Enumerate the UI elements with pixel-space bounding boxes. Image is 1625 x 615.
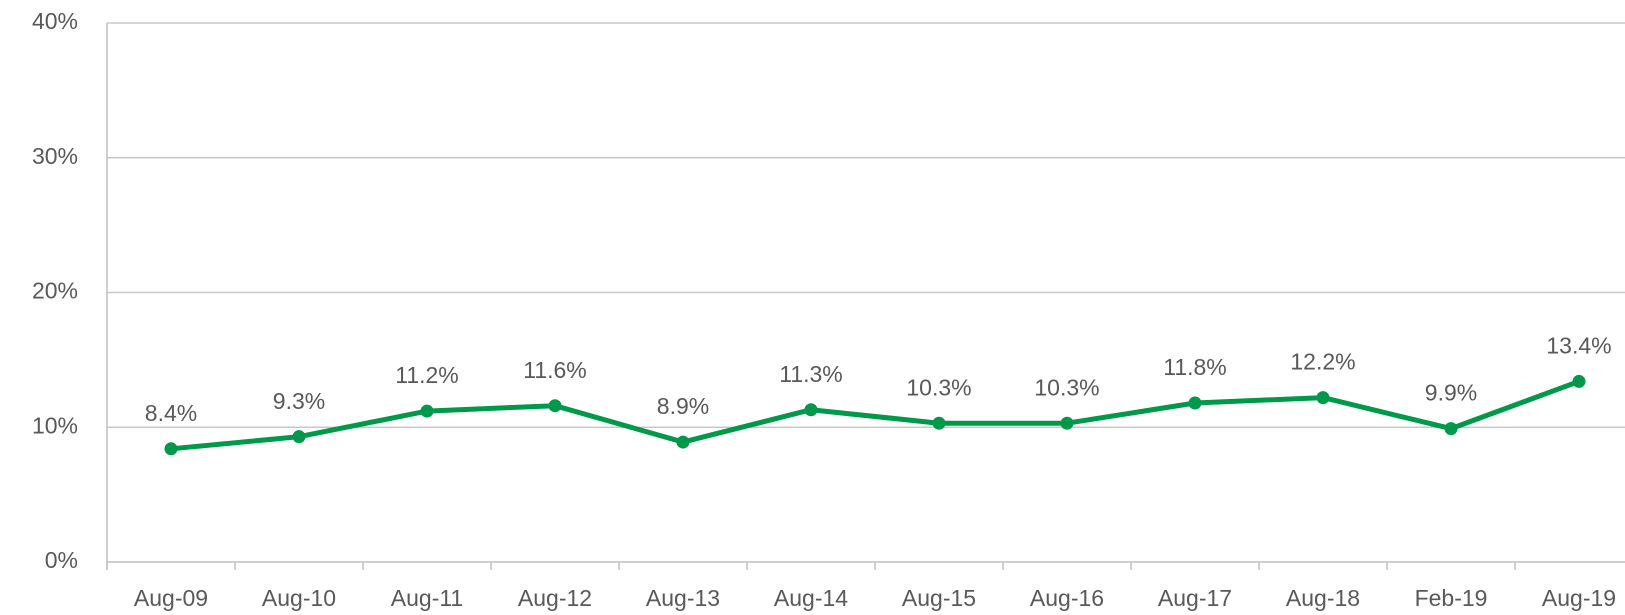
data-label: 12.2% bbox=[1290, 349, 1355, 375]
x-tick-label: Aug-16 bbox=[1030, 585, 1104, 611]
data-point bbox=[804, 403, 818, 417]
data-point bbox=[1316, 391, 1330, 405]
data-label: 9.3% bbox=[273, 388, 325, 414]
data-label: 11.3% bbox=[779, 361, 843, 387]
y-tick-label: 30% bbox=[32, 143, 78, 169]
data-label: 8.4% bbox=[145, 400, 197, 426]
data-point bbox=[676, 435, 690, 449]
data-point bbox=[1572, 374, 1586, 388]
data-label: 11.2% bbox=[395, 362, 459, 388]
x-tick-label: Aug-15 bbox=[902, 585, 976, 611]
data-point bbox=[1444, 422, 1458, 436]
x-tick-label: Aug-09 bbox=[134, 585, 208, 611]
data-point bbox=[1188, 396, 1202, 410]
y-tick-label: 20% bbox=[32, 278, 78, 304]
x-tick-label: Aug-18 bbox=[1286, 585, 1360, 611]
data-label: 8.9% bbox=[657, 393, 709, 419]
data-label: 10.3% bbox=[1034, 374, 1099, 400]
x-tick-label: Aug-19 bbox=[1542, 585, 1616, 611]
data-label: 11.6% bbox=[523, 357, 587, 383]
y-tick-label: 40% bbox=[32, 8, 78, 34]
x-tick-label: Feb-19 bbox=[1415, 585, 1488, 611]
x-tick-label: Aug-14 bbox=[774, 585, 848, 611]
data-label: 13.4% bbox=[1546, 333, 1611, 359]
x-tick-label: Aug-17 bbox=[1158, 585, 1232, 611]
x-tick-label: Aug-13 bbox=[646, 585, 720, 611]
data-point bbox=[1060, 416, 1074, 430]
data-point bbox=[932, 416, 946, 430]
data-point bbox=[420, 404, 434, 418]
data-point bbox=[164, 442, 178, 456]
data-label: 9.9% bbox=[1425, 380, 1477, 406]
x-tick-label: Aug-11 bbox=[391, 585, 463, 611]
x-tick-label: Aug-12 bbox=[518, 585, 592, 611]
data-point bbox=[548, 399, 562, 413]
series-line bbox=[170, 379, 1580, 452]
data-label: 10.3% bbox=[906, 374, 971, 400]
data-label: 11.8% bbox=[1163, 354, 1227, 380]
y-tick-label: 0% bbox=[45, 547, 78, 573]
x-tick-label: Aug-10 bbox=[262, 585, 336, 611]
y-tick-label: 10% bbox=[32, 412, 78, 438]
data-point bbox=[292, 430, 306, 444]
